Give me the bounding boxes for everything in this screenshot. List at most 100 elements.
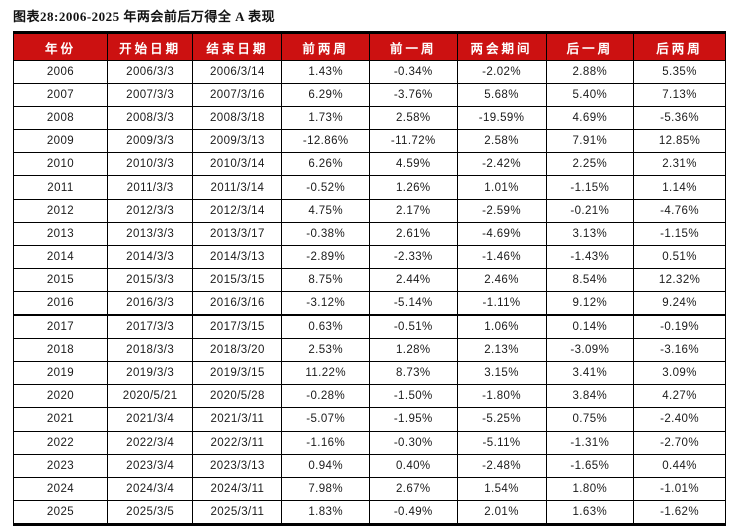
table-cell: -1.16% <box>281 430 370 455</box>
table-cell: -3.12% <box>281 290 370 317</box>
table-cell: 2.58% <box>368 106 458 131</box>
table-cell: 1.01% <box>456 175 547 200</box>
table-cell: 1.80% <box>545 476 635 501</box>
table-cell: 2.61% <box>368 221 458 246</box>
table-cell: 2020/5/21 <box>106 384 194 409</box>
table-cell: 2.25% <box>545 152 635 177</box>
table-cell: 7.91% <box>545 129 635 154</box>
table-cell: -1.31% <box>545 430 635 455</box>
table-cell: -0.34% <box>368 59 458 85</box>
table-cell: 2023/3/13 <box>192 453 283 478</box>
table-cell: -1.11% <box>456 290 547 317</box>
table-cell: 2017 <box>13 314 108 340</box>
table-cell: 2.17% <box>368 198 458 223</box>
table-cell: 2015/3/3 <box>106 267 194 292</box>
table-cell: 2007/3/3 <box>106 83 194 108</box>
table-cell: 0.14% <box>545 314 635 340</box>
table-cell: -1.65% <box>545 453 635 478</box>
table-cell: -2.59% <box>456 198 547 223</box>
table-cell: 8.54% <box>545 267 635 292</box>
table-cell: -1.46% <box>456 244 547 269</box>
table-row-2006: 2006 2006/3/3 2006/3/14 1.43% -0.34% -2.02% 2.… <box>13 59 726 85</box>
table-cell: -5.36% <box>633 106 726 131</box>
table-cell: -0.19% <box>633 314 726 340</box>
table-cell: 3.84% <box>545 384 635 409</box>
table-cell: 7.13% <box>633 83 726 108</box>
table-cell: -5.25% <box>456 407 547 432</box>
table-row-2011: 2011 2011/3/3 2011/3/14 -0.52% 1.26% 1.01% -1.… <box>13 175 726 200</box>
table-cell: -2.48% <box>456 453 547 478</box>
table-cell: -1.01% <box>633 476 726 501</box>
table-cell: 2010/3/3 <box>106 152 194 177</box>
table-cell: -1.15% <box>545 175 635 200</box>
table-cell: 1.73% <box>281 106 370 131</box>
table-cell: 2.88% <box>545 59 635 85</box>
table-cell: 1.54% <box>456 476 547 501</box>
table-cell: 2019 <box>13 361 108 386</box>
column-header-3: 结束日期 <box>192 32 283 61</box>
table-row-2018: 2018 2018/3/3 2018/3/20 2.53% 1.28% 2.13% -3.0… <box>13 338 726 363</box>
column-header-2: 开始日期 <box>106 32 194 61</box>
column-header-1: 年份 <box>13 32 108 61</box>
table-cell: -2.33% <box>368 244 458 269</box>
table-cell: 2013/3/17 <box>192 221 283 246</box>
table-header: 年份 开始日期 结束日期 前两周 前一周 两会期间 后一周 后两周 <box>13 32 726 61</box>
table-cell: 2008/3/3 <box>106 106 194 131</box>
table-cell: 2012/3/3 <box>106 198 194 223</box>
table-cell: 2013/3/3 <box>106 221 194 246</box>
table-cell: 2017/3/15 <box>192 314 283 340</box>
table-row-2024: 2024 2024/3/4 2024/3/11 7.98% 2.67% 1.54% 1.80… <box>13 476 726 501</box>
table-cell: -0.21% <box>545 198 635 223</box>
table-cell: 2025 <box>13 499 108 525</box>
table-cell: 2011 <box>13 175 108 200</box>
table-cell: 0.44% <box>633 453 726 478</box>
table-cell: 5.35% <box>633 59 726 85</box>
table-cell: 2021/3/4 <box>106 407 194 432</box>
table-cell: 8.73% <box>368 361 458 386</box>
table-cell: 2009 <box>13 129 108 154</box>
table-cell: 2007/3/16 <box>192 83 283 108</box>
table-cell: 2.53% <box>281 338 370 363</box>
table-cell: -5.14% <box>368 290 458 317</box>
column-header-6: 两会期间 <box>456 32 547 61</box>
table-cell: 2.44% <box>368 267 458 292</box>
table-cell: 2015 <box>13 267 108 292</box>
table-cell: 2011/3/14 <box>192 175 283 200</box>
table-cell: -0.30% <box>368 430 458 455</box>
table-cell: 12.32% <box>633 267 726 292</box>
table-cell: 2022/3/4 <box>106 430 194 455</box>
table-cell: 2023 <box>13 453 108 478</box>
table-cell: 3.15% <box>456 361 547 386</box>
column-header-8: 后两周 <box>633 32 726 61</box>
table-cell: 2006/3/14 <box>192 59 283 85</box>
table-cell: 2023/3/4 <box>106 453 194 478</box>
table-cell: 2025/3/11 <box>192 499 283 525</box>
table-cell: -1.80% <box>456 384 547 409</box>
table-cell: 0.51% <box>633 244 726 269</box>
table-cell: 3.13% <box>545 221 635 246</box>
table-cell: 2016 <box>13 290 108 317</box>
table-cell: -5.11% <box>456 430 547 455</box>
table-cell: 2010/3/14 <box>192 152 283 177</box>
table-cell: 2019/3/3 <box>106 361 194 386</box>
table-cell: -1.15% <box>633 221 726 246</box>
column-header-5: 前一周 <box>368 32 458 61</box>
table-cell: -4.69% <box>456 221 547 246</box>
table-cell: 5.40% <box>545 83 635 108</box>
table-cell: 2021/3/11 <box>192 407 283 432</box>
table-cell: 2.31% <box>633 152 726 177</box>
table-cell: 2.13% <box>456 338 547 363</box>
table-cell: 1.14% <box>633 175 726 200</box>
table-cell: 2006/3/3 <box>106 59 194 85</box>
table-cell: 2024/3/4 <box>106 476 194 501</box>
table-cell: 0.40% <box>368 453 458 478</box>
table-row-2021: 2021 2021/3/4 2021/3/11 -5.07% -1.95% -5.25% 0… <box>13 407 726 432</box>
table-cell: -12.86% <box>281 129 370 154</box>
table-row-2017: 2017 2017/3/3 2017/3/15 0.63% -0.51% 1.06% 0.1… <box>13 314 726 340</box>
table-cell: -19.59% <box>456 106 547 131</box>
table-cell: 2025/3/5 <box>106 499 194 525</box>
figure-title: 图表28:2006-2025 年两会前后万得全 A 表现 <box>13 9 276 24</box>
table-cell: 2012 <box>13 198 108 223</box>
table-cell: 2008 <box>13 106 108 131</box>
table-cell: 0.94% <box>281 453 370 478</box>
